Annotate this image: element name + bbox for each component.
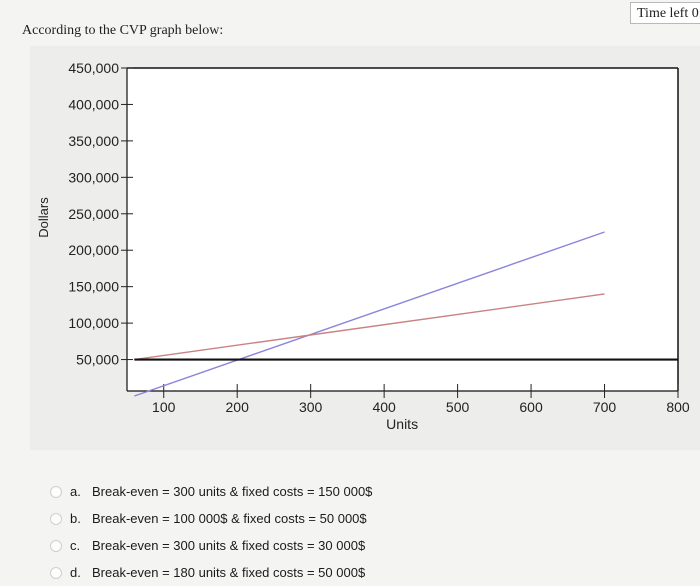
y-tick-label: 400,000 (68, 96, 119, 112)
revenue-line (134, 231, 605, 397)
cvp-chart: 50,000 100,000 150,000 200,000 250,000 300,00… (30, 46, 700, 450)
plot-area (127, 68, 678, 391)
y-tick-label: 200,000 (68, 242, 119, 258)
radio-b[interactable] (50, 512, 62, 525)
option-b-text: Break-even = 100 000$ & fixed costs = 50… (92, 511, 367, 526)
option-b[interactable]: b. Break-even = 100 000$ & fixed costs =… (50, 505, 372, 532)
y-tick-label: 250,000 (68, 206, 119, 222)
x-tick-label: 200 (226, 399, 250, 415)
x-tick-label: 400 (372, 399, 396, 415)
radio-a[interactable] (50, 485, 62, 498)
option-a-letter: a. (70, 484, 81, 499)
option-a-text: Break-even = 300 units & fixed costs = 1… (92, 484, 373, 499)
radio-c[interactable] (50, 539, 62, 552)
x-tick-label: 500 (446, 399, 470, 415)
option-d-letter: d. (70, 565, 81, 580)
y-tick-label: 100,000 (68, 315, 119, 331)
option-c-letter: c. (70, 538, 81, 553)
y-tick-label: 50,000 (76, 352, 119, 368)
y-tick-label: 350,000 (68, 133, 119, 149)
total-cost-line (134, 293, 605, 361)
y-tick-label: 450,000 (68, 60, 119, 76)
x-tick-label: 700 (593, 399, 617, 415)
option-c[interactable]: c. Break-even = 300 units & fixed costs … (50, 532, 372, 559)
x-axis-label: Units (386, 416, 418, 432)
answer-options: a. Break-even = 300 units & fixed costs … (50, 478, 372, 586)
option-b-letter: b. (70, 511, 81, 526)
x-tick-label: 100 (152, 399, 176, 415)
cvp-chart-svg: 50,000 100,000 150,000 200,000 250,000 300,00… (36, 60, 690, 432)
option-d-text: Break-even = 180 units & fixed costs = 5… (92, 565, 366, 580)
option-c-text: Break-even = 300 units & fixed costs = 3… (92, 538, 366, 553)
option-a[interactable]: a. Break-even = 300 units & fixed costs … (50, 478, 372, 505)
y-axis-label: Dollars (36, 197, 51, 238)
question-text: According to the CVP graph below: (22, 23, 224, 38)
x-tick-label: 800 (666, 399, 690, 415)
radio-d[interactable] (50, 566, 62, 579)
x-tick-label: 300 (299, 399, 323, 415)
y-tick-label: 150,000 (68, 279, 119, 295)
option-d[interactable]: d. Break-even = 180 units & fixed costs … (50, 559, 372, 586)
y-tick-label: 300,000 (68, 169, 119, 185)
time-left-indicator: Time left 0:2 (630, 2, 700, 24)
x-tick-label: 600 (519, 399, 543, 415)
